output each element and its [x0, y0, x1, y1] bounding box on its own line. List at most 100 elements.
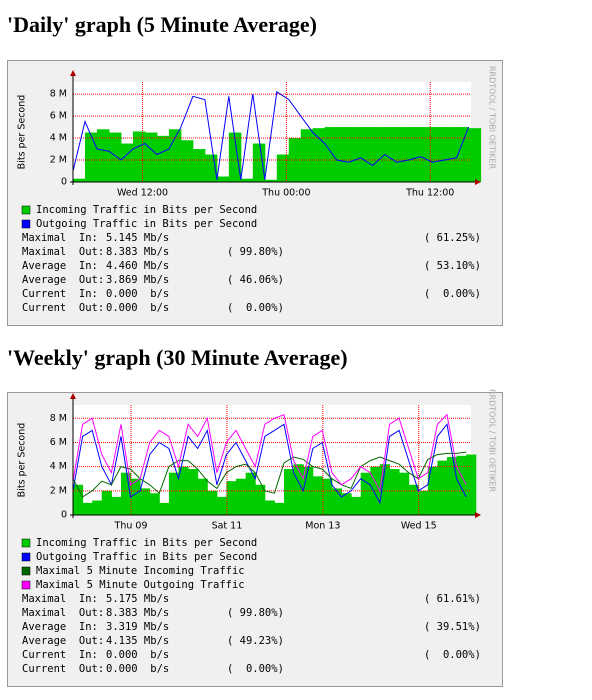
y-tick-label: 8 M	[50, 89, 67, 100]
area-segment	[408, 127, 422, 182]
watermark: RRDTOOL / TOBI OETIKER	[488, 66, 497, 169]
stat-value: 4.460 Mb/s	[106, 260, 169, 272]
area-segment	[312, 476, 323, 515]
area-segment	[132, 131, 146, 182]
chart-title: 'Daily' graph (5 Minute Average)	[7, 12, 317, 37]
area-segment	[456, 455, 467, 515]
stat-label: Average Out:	[22, 274, 104, 286]
area-segment	[336, 127, 350, 182]
area-segment	[447, 456, 458, 515]
y-arrow	[70, 70, 76, 76]
area-segment	[252, 143, 266, 182]
area-segment	[84, 132, 98, 182]
stat-label: Average Out:	[22, 635, 104, 647]
stat-value: 0.000 b/s	[106, 663, 169, 675]
area-segment	[120, 143, 134, 182]
x-arrow	[475, 179, 481, 185]
area-segment	[120, 472, 132, 515]
legend-label: Incoming Traffic in Bits per Second	[36, 537, 257, 549]
stat-percent: ( 61.61%)	[424, 593, 481, 605]
area-segment	[360, 127, 374, 182]
y-axis-label: Bits per Second	[17, 423, 28, 498]
legend-swatch	[21, 219, 31, 229]
area-segment	[372, 127, 386, 182]
area-segment	[351, 496, 362, 515]
area-segment	[73, 484, 84, 515]
area-segment	[399, 472, 410, 515]
legend-swatch	[21, 566, 31, 576]
legend-swatch	[21, 205, 31, 215]
stat-percent: ( 53.10%)	[424, 260, 481, 272]
area-segment	[300, 129, 314, 182]
stat-percent: ( 39.51%)	[424, 621, 481, 633]
area-segment	[303, 466, 314, 515]
area-segment	[226, 481, 237, 515]
y-tick-label: 0	[61, 510, 67, 521]
legend-swatch	[21, 538, 31, 548]
stat-percent: ( 61.25%)	[424, 232, 481, 244]
stat-percent: ( 0.00%)	[227, 663, 284, 675]
series-line	[72, 413, 467, 493]
area-segment	[389, 469, 400, 515]
area-segment	[240, 178, 254, 182]
area-segment	[331, 488, 343, 515]
stat-value: 8.383 Mb/s	[106, 246, 169, 258]
stat-value: 4.135 Mb/s	[106, 635, 169, 647]
area-segment	[73, 178, 86, 182]
area-segment	[108, 132, 122, 182]
series-line	[72, 423, 467, 505]
x-tick-label: Thu 00:00	[261, 188, 310, 199]
area-segment	[379, 464, 390, 515]
y-tick-label: 2 M	[50, 155, 67, 166]
area-segment	[159, 502, 170, 515]
x-tick-label: Sat 11	[212, 521, 243, 532]
x-tick-label: Thu 12:00	[405, 188, 454, 199]
stat-percent: ( 99.80%)	[227, 607, 284, 619]
y-tick-label: 4 M	[50, 461, 67, 472]
stat-value: 5.145 Mb/s	[106, 232, 169, 244]
y-tick-label: 6 M	[50, 437, 67, 448]
area-segment	[468, 128, 482, 182]
stat-value: 0.000 b/s	[106, 649, 169, 661]
area-segment	[101, 490, 112, 515]
area-segment	[156, 135, 170, 182]
area-segment	[197, 478, 208, 515]
stat-value: 0.000 b/s	[106, 302, 169, 314]
area-segment	[255, 484, 266, 515]
stat-percent: ( 49.23%)	[227, 635, 284, 647]
y-tick-label: 2 M	[50, 485, 67, 496]
stat-percent: ( 46.06%)	[227, 274, 284, 286]
stat-value: 5.175 Mb/s	[106, 593, 169, 605]
area-segment	[418, 490, 429, 515]
area-segment	[341, 493, 352, 515]
area-segment	[144, 132, 158, 182]
area-segment	[192, 149, 206, 182]
area-segment	[111, 496, 122, 515]
area-segment	[432, 127, 446, 182]
x-tick-label: Wed 12:00	[117, 188, 168, 199]
stat-label: Average In:	[22, 621, 98, 633]
area-segment	[96, 129, 110, 182]
legend-swatch	[21, 552, 31, 562]
area-segment	[293, 464, 304, 515]
area-segment	[322, 478, 333, 515]
area-segment	[420, 127, 434, 182]
area-segment	[245, 472, 256, 515]
area-segment	[236, 478, 247, 515]
x-arrow	[475, 512, 481, 518]
area-segment	[216, 496, 227, 515]
area-segment	[130, 478, 141, 515]
area-segment	[384, 127, 398, 182]
area-segment	[348, 127, 362, 182]
area-segment	[360, 472, 371, 515]
legend-label: Maximal 5 Minute Outgoing Traffic	[36, 579, 245, 591]
x-tick-label: Thu 09	[114, 521, 148, 532]
y-arrow	[70, 393, 76, 399]
stat-percent: ( 0.00%)	[227, 302, 284, 314]
stat-value: 3.869 Mb/s	[106, 274, 169, 286]
legend-label: Incoming Traffic in Bits per Second	[36, 204, 257, 216]
stat-label: Maximal In:	[22, 593, 98, 605]
area-segment	[444, 127, 458, 182]
area-segment	[264, 179, 278, 182]
